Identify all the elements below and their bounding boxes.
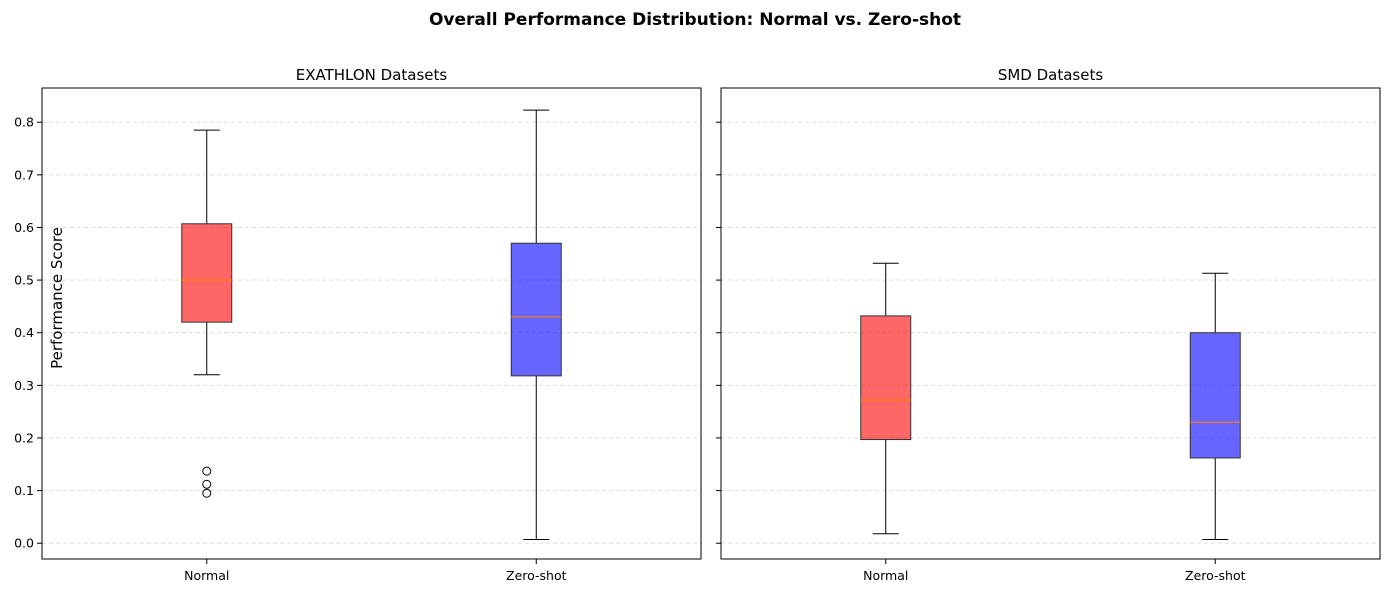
y-tick-label: 0.3 (14, 378, 34, 393)
box-normal (181, 129, 233, 498)
panel-title: EXATHLON Datasets (296, 66, 448, 84)
x-tick-label: Zero-shot (1185, 568, 1246, 583)
y-tick-label: 0.8 (14, 115, 34, 130)
box-zero-shot (1189, 272, 1241, 541)
figure-title: Overall Performance Distribution: Normal… (429, 10, 961, 30)
panel-title: SMD Datasets (998, 66, 1104, 84)
y-axis-label: Performance Score (48, 227, 66, 369)
box-zero-shot (510, 109, 562, 541)
outlier-point (202, 479, 212, 489)
y-tick-label: 0.1 (14, 483, 34, 498)
x-tick-label: Normal (184, 568, 229, 583)
y-tick-label: 0.5 (14, 273, 34, 288)
outlier-point (202, 466, 212, 476)
y-tick-label: 0.6 (14, 220, 34, 235)
iqr-box (510, 242, 562, 377)
iqr-box (1189, 332, 1241, 459)
chart-panel: 0.0 0.1 0.2 0.3 0.4 0.5 0.6 0.7 0.8 Normal Zero-sh… (14, 66, 702, 583)
y-tick-label: 0.4 (14, 325, 34, 340)
box-normal (860, 262, 912, 535)
chart-panel: Normal Zero-shot SMD Datasets (716, 66, 1381, 583)
x-tick-label: Normal (863, 568, 908, 583)
iqr-box (181, 223, 233, 323)
outlier-point (202, 488, 212, 498)
y-tick-label: 0.0 (14, 536, 34, 551)
y-tick-label: 0.2 (14, 430, 34, 445)
plot-frame (720, 87, 1381, 560)
plot-frame (41, 87, 702, 560)
iqr-box (860, 315, 912, 441)
x-tick-label: Zero-shot (506, 568, 567, 583)
y-tick-label: 0.7 (14, 167, 34, 182)
